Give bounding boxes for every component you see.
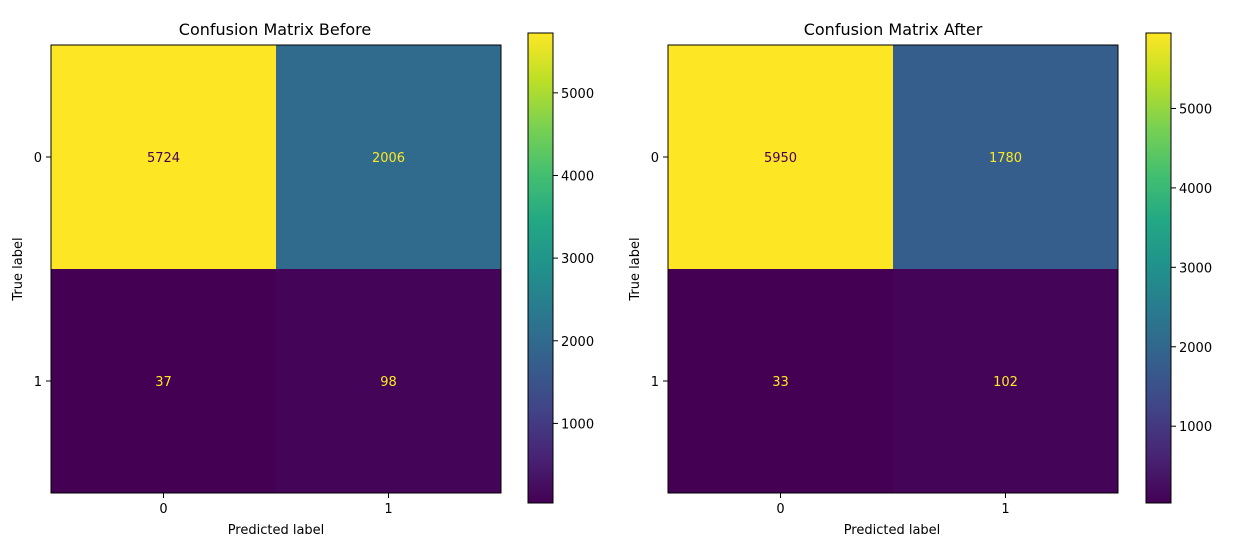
y-tick-label: 0 [34, 151, 42, 166]
colorbar-after: 1000 2000 3000 4000 5000 [1145, 32, 1212, 504]
heatmap-cell [668, 45, 893, 269]
x-axis-label-after: Predicted label [844, 523, 941, 538]
heatmap-cells-after: 5950 1780 33 102 [668, 45, 1118, 493]
cell-value-label: 1780 [989, 151, 1022, 166]
y-axis-label-after: True label [628, 237, 643, 301]
colorbar-tick-label: 2000 [1179, 341, 1212, 356]
cell-value-label: 5950 [764, 151, 797, 166]
colorbar-tick-label: 1000 [1179, 420, 1212, 435]
cell-value-label: 33 [772, 375, 789, 390]
plot-frame-after [667, 44, 1119, 494]
colorbar-tick-label: 2000 [561, 335, 594, 350]
y-tick-label: 0 [651, 151, 659, 166]
cell-value-label: 2006 [372, 151, 405, 166]
heatmap-cell [276, 45, 501, 269]
chart-title-after: Confusion Matrix After [804, 20, 983, 39]
axes-after: 0 1 0 1 [651, 151, 1010, 517]
heatmap-cell [276, 269, 501, 493]
x-tick-label: 1 [384, 502, 392, 517]
colorbar-tick-label: 1000 [561, 417, 594, 432]
plot-frame-before [50, 44, 502, 494]
heatmap-cell [668, 269, 893, 493]
y-tick-label: 1 [34, 375, 42, 390]
colorbar-tick-label: 3000 [561, 252, 594, 267]
cell-value-label: 5724 [147, 151, 180, 166]
x-axis-label-before: Predicted label [228, 523, 325, 538]
y-tick-label: 1 [651, 375, 659, 390]
colorbar-frame [1145, 32, 1172, 504]
axes-before: 0 1 0 1 [34, 151, 393, 517]
colorbar-gradient [528, 33, 553, 503]
y-axis-label-before: True label [11, 237, 26, 301]
x-tick-label: 0 [776, 502, 784, 517]
cell-value-label: 37 [155, 375, 172, 390]
heatmap-cell [893, 45, 1118, 269]
colorbar-tick-label: 3000 [1179, 261, 1212, 276]
heatmap-cell [51, 45, 276, 269]
colorbar-frame [527, 32, 554, 504]
x-tick-label: 1 [1001, 502, 1009, 517]
x-tick-label: 0 [159, 502, 167, 517]
heatmap-cells-before: 5724 2006 37 98 [51, 45, 501, 493]
heatmap-cell [893, 269, 1118, 493]
colorbar-gradient [1146, 33, 1171, 503]
colorbar-tick-label: 4000 [561, 169, 594, 184]
heatmap-cell [51, 269, 276, 493]
cell-value-label: 98 [380, 375, 397, 390]
colorbar-tick-label: 5000 [1179, 102, 1212, 117]
cell-value-label: 102 [993, 375, 1018, 390]
colorbar-before: 1000 2000 3000 4000 5000 [527, 32, 594, 504]
chart-title-before: Confusion Matrix Before [179, 20, 371, 39]
colorbar-tick-label: 5000 [561, 87, 594, 102]
colorbar-tick-label: 4000 [1179, 182, 1212, 197]
